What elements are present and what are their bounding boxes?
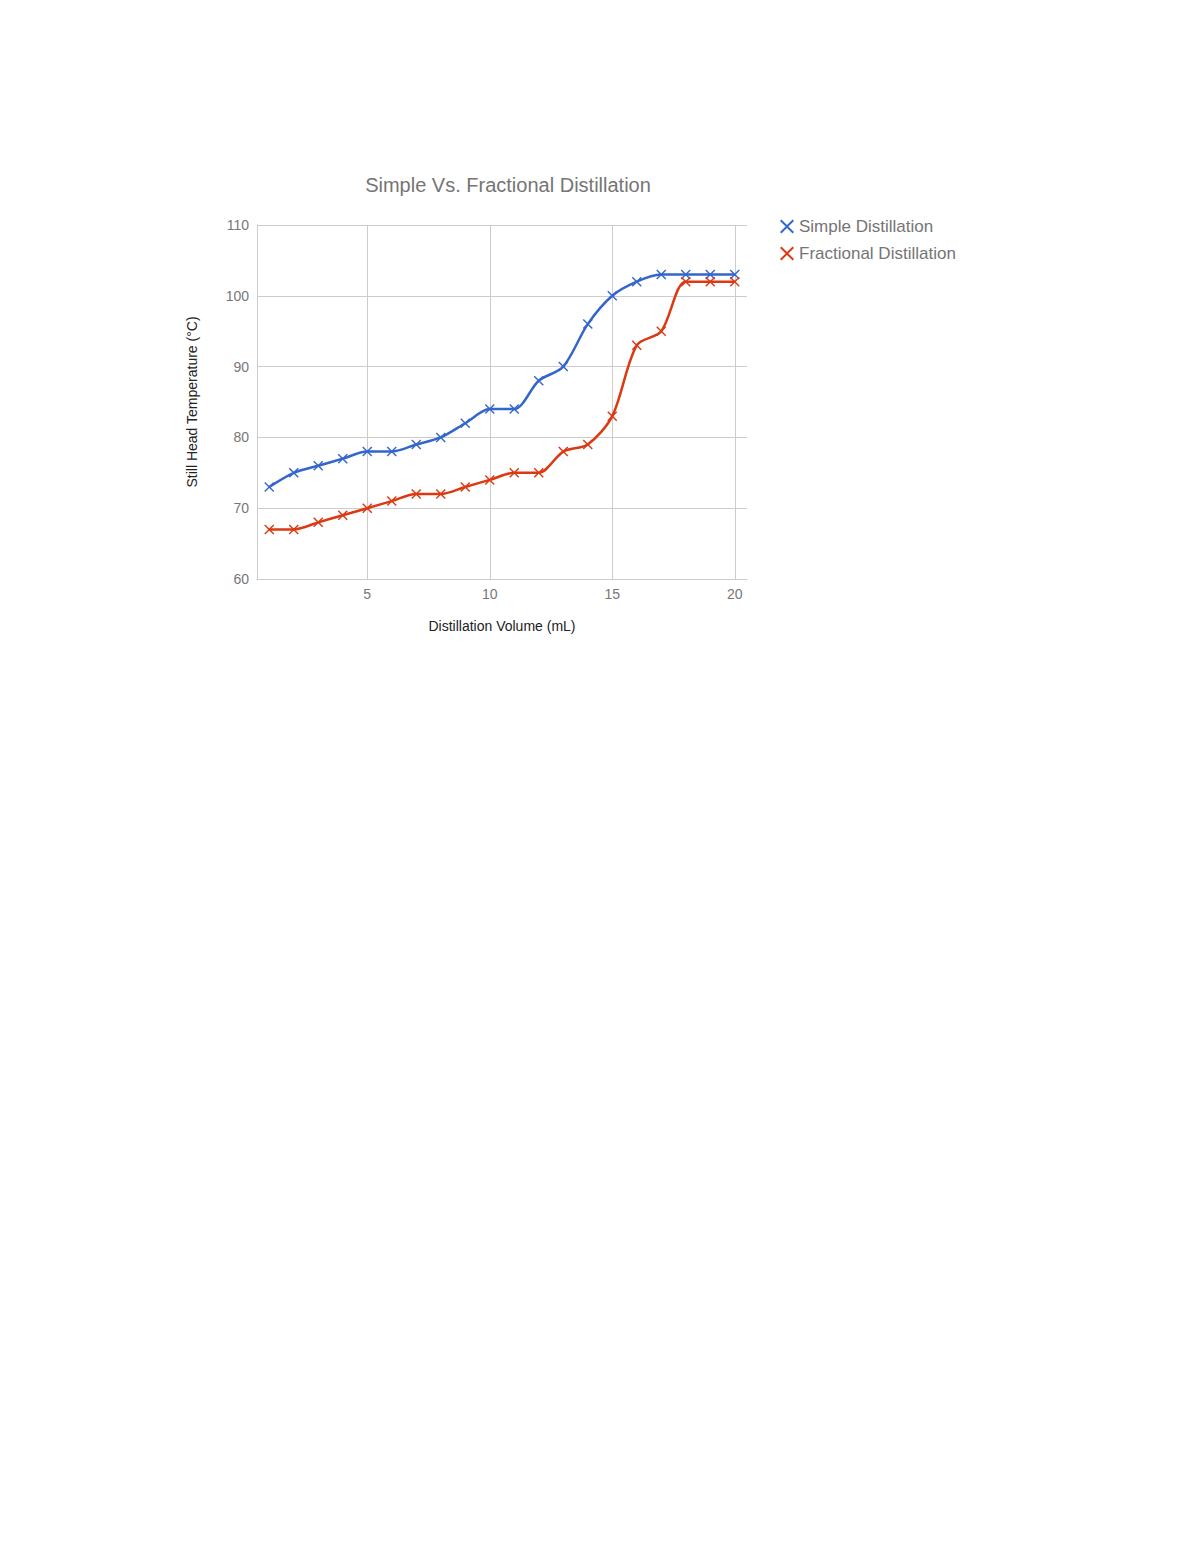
svg-text:110: 110: [227, 217, 250, 233]
svg-text:Distillation Volume (mL): Distillation Volume (mL): [428, 618, 575, 634]
svg-text:Simple Vs. Fractional Distilla: Simple Vs. Fractional Distillation: [365, 174, 651, 196]
svg-text:10: 10: [482, 586, 498, 602]
svg-text:Simple Distillation: Simple Distillation: [799, 217, 933, 236]
svg-text:60: 60: [233, 571, 249, 587]
svg-text:100: 100: [226, 288, 250, 304]
svg-text:Still Head Temperature (°C): Still Head Temperature (°C): [184, 316, 200, 487]
svg-text:20: 20: [727, 586, 743, 602]
svg-text:5: 5: [363, 586, 371, 602]
svg-text:90: 90: [233, 359, 249, 375]
svg-text:80: 80: [233, 429, 249, 445]
svg-text:15: 15: [604, 586, 620, 602]
svg-text:70: 70: [233, 500, 249, 516]
svg-text:Fractional Distillation: Fractional Distillation: [799, 244, 956, 263]
